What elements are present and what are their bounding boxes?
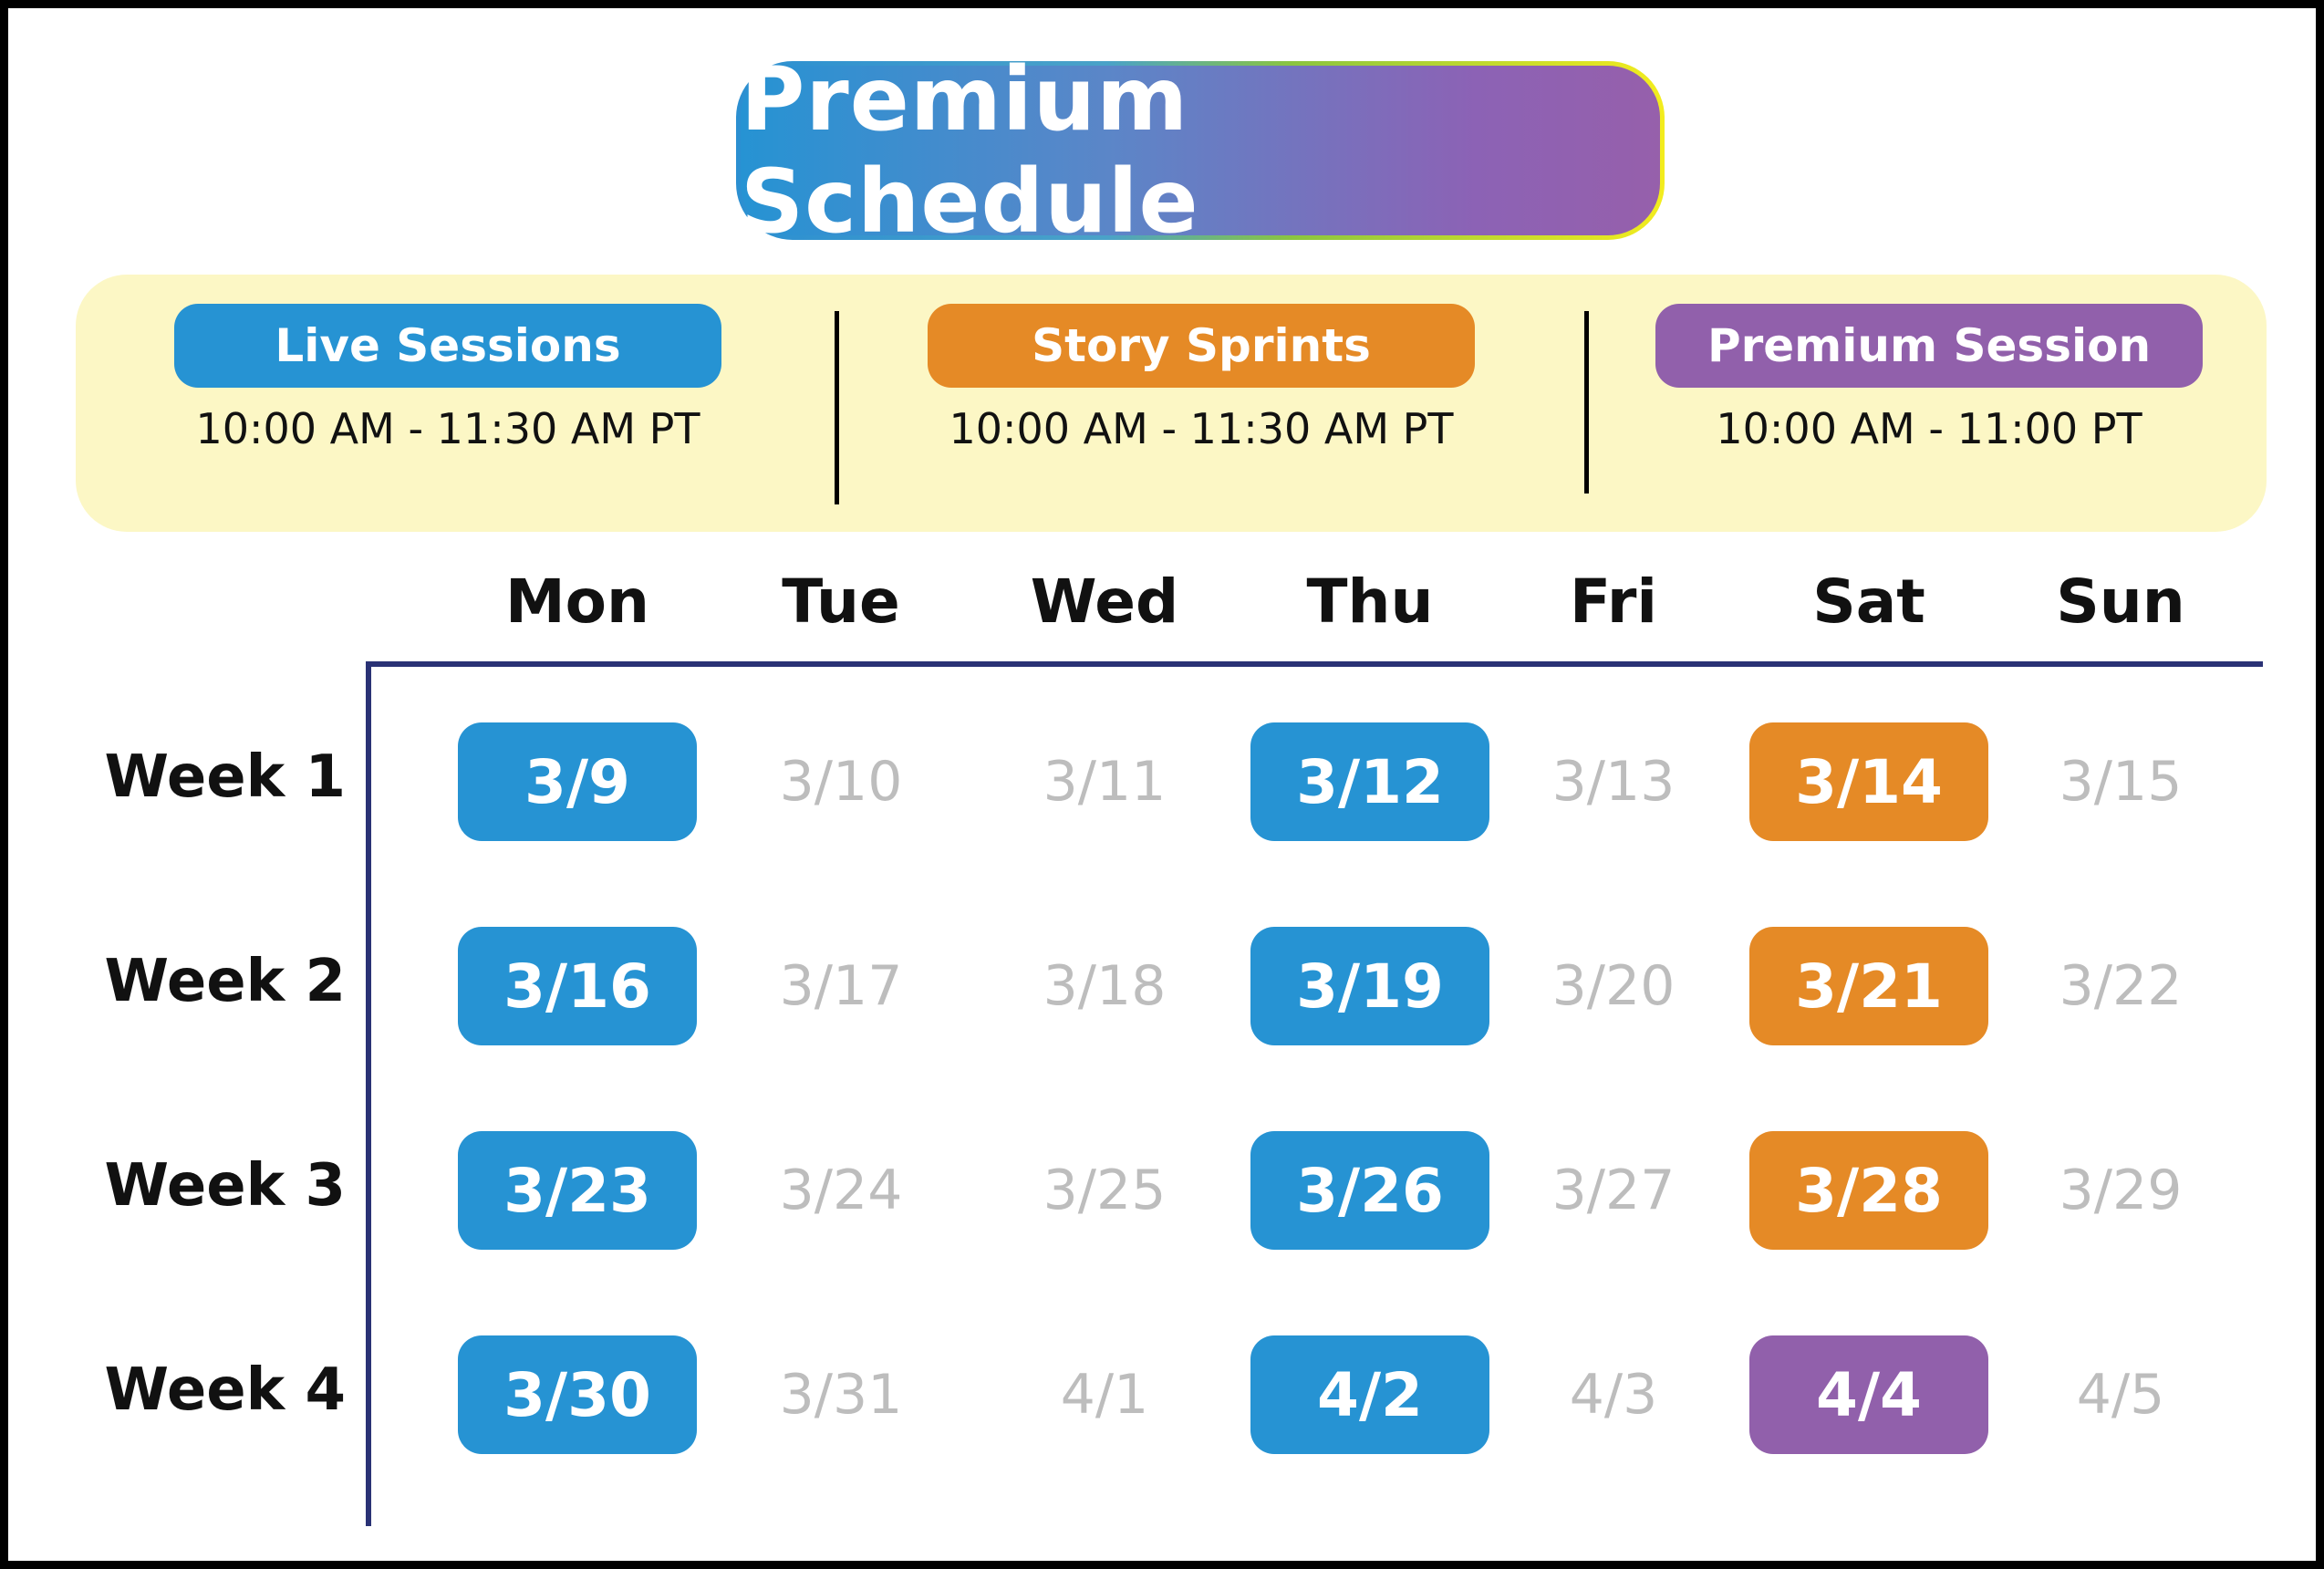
date-cell: 3/17	[779, 954, 903, 1018]
legend-item-premium: Premium Session 10:00 AM - 11:00 PT	[1655, 304, 2203, 504]
day-header-sun: Sun	[2056, 566, 2185, 637]
date-cell: 3/15	[2059, 750, 2183, 814]
date-badge-premium: 4/4	[1749, 1335, 1988, 1454]
date-badge-sprint: 3/28	[1749, 1131, 1988, 1250]
title-badge: Premium Schedule	[736, 48, 1665, 253]
date-badge-sprint: 3/14	[1749, 722, 1988, 841]
legend-time-live: 10:00 AM - 11:30 AM PT	[195, 404, 700, 453]
day-header-thu: Thu	[1306, 566, 1434, 637]
day-header-mon: Mon	[504, 566, 649, 637]
legend-time-sprint: 10:00 AM - 11:30 AM PT	[949, 404, 1454, 453]
date-cell: 3/10	[779, 750, 903, 814]
date-badge-live: 3/30	[458, 1335, 697, 1454]
date-cell: 3/25	[1043, 1159, 1167, 1222]
date-cell: 3/13	[1551, 750, 1676, 814]
date-badge-sprint: 3/21	[1749, 927, 1988, 1045]
date-cell: 3/27	[1551, 1159, 1676, 1222]
week-label: Week 1	[104, 743, 347, 811]
date-badge-live: 4/2	[1250, 1335, 1489, 1454]
date-badge-live: 3/16	[458, 927, 697, 1045]
date-cell: 4/5	[2076, 1363, 2165, 1427]
day-header-sat: Sat	[1812, 566, 1925, 637]
date-badge-live: 3/9	[458, 722, 697, 841]
date-cell: 3/22	[2059, 954, 2183, 1018]
date-badge-live: 3/12	[1250, 722, 1489, 841]
page-title: Premium Schedule	[741, 48, 1660, 253]
date-cell: 3/31	[779, 1363, 903, 1427]
date-cell: 4/1	[1060, 1363, 1149, 1427]
legend-item-live: Live Sessions 10:00 AM - 11:30 AM PT	[174, 304, 721, 504]
week-label: Week 4	[104, 1356, 347, 1424]
legend-pill-live: Live Sessions	[174, 304, 721, 388]
date-cell: 3/11	[1043, 750, 1167, 814]
legend-divider	[1584, 311, 1589, 494]
legend-pill-sprint: Story Sprints	[928, 304, 1475, 388]
week-label: Week 3	[104, 1152, 347, 1220]
axis-horizontal	[366, 661, 2263, 667]
date-cell: 3/24	[779, 1159, 903, 1222]
date-cell: 3/18	[1043, 954, 1167, 1018]
date-cell: 3/20	[1551, 954, 1676, 1018]
legend-time-premium: 10:00 AM - 11:00 PT	[1716, 404, 2142, 453]
date-badge-live: 3/19	[1250, 927, 1489, 1045]
legend-divider	[835, 311, 839, 504]
day-header-tue: Tue	[782, 566, 900, 637]
legend-item-sprint: Story Sprints 10:00 AM - 11:30 AM PT	[928, 304, 1475, 504]
date-cell: 4/3	[1569, 1363, 1658, 1427]
day-header-fri: Fri	[1569, 566, 1658, 637]
week-label: Week 2	[104, 948, 347, 1015]
legend-panel: Live Sessions 10:00 AM - 11:30 AM PT Sto…	[76, 275, 2267, 532]
date-badge-live: 3/26	[1250, 1131, 1489, 1250]
axis-vertical	[366, 661, 371, 1526]
day-header-wed: Wed	[1030, 566, 1179, 637]
legend-pill-premium: Premium Session	[1655, 304, 2203, 388]
date-cell: 3/29	[2059, 1159, 2183, 1222]
date-badge-live: 3/23	[458, 1131, 697, 1250]
